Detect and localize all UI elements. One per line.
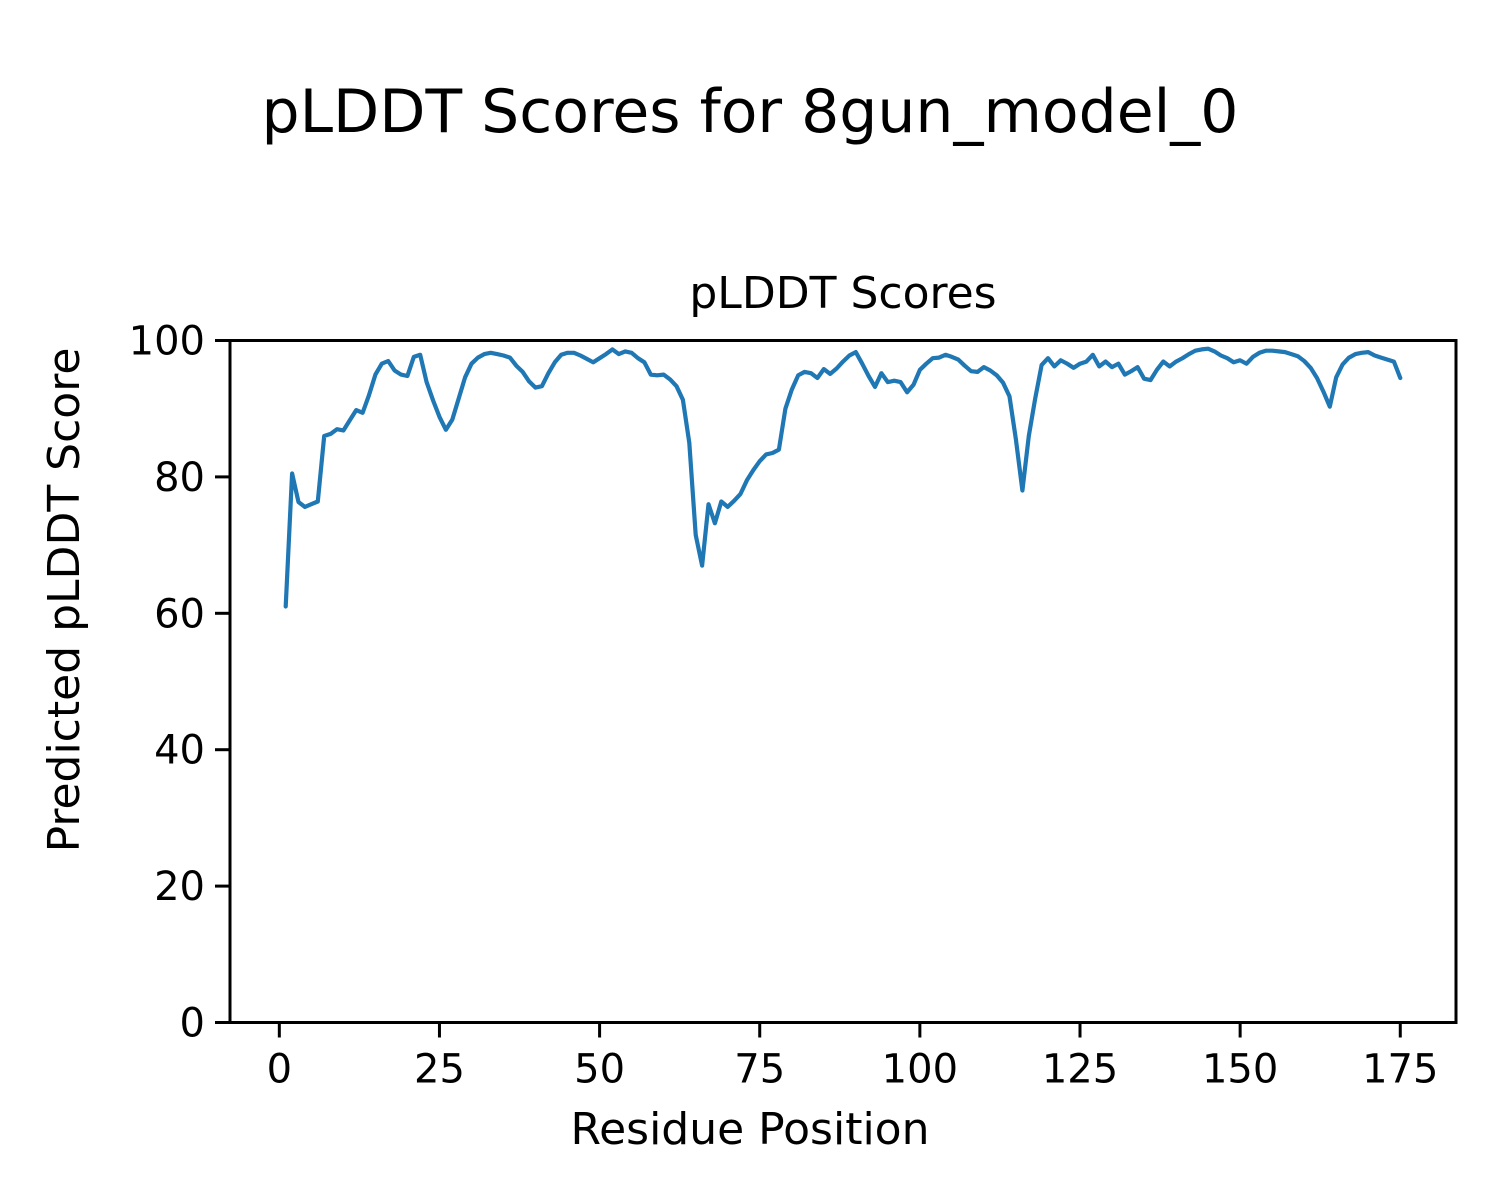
x-tick-label: 125 bbox=[1042, 1047, 1118, 1093]
x-tick-label: 175 bbox=[1362, 1047, 1438, 1093]
plddt-line bbox=[283, 346, 1403, 609]
figure-title: pLDDT Scores for 8gun_model_0 bbox=[261, 77, 1239, 147]
x-tick-label: 0 bbox=[267, 1047, 292, 1093]
x-tick-label: 150 bbox=[1202, 1047, 1278, 1093]
y-tick-label: 0 bbox=[180, 1001, 205, 1047]
y-tick-label: 100 bbox=[129, 319, 205, 365]
x-tick-label: 100 bbox=[882, 1047, 958, 1093]
y-axis-label: Predicted pLDDT Score bbox=[39, 347, 90, 853]
y-tick-label: 20 bbox=[154, 864, 205, 910]
x-tick-label: 50 bbox=[574, 1047, 625, 1093]
axis-tick-labels: 0 25 50 75 100 125 150 175 0 20 40 60 80 100 bbox=[129, 319, 1439, 1093]
axes-title: pLDDT Scores bbox=[689, 268, 997, 319]
x-axis-label: Residue Position bbox=[570, 1104, 930, 1155]
axes-spines bbox=[228, 339, 1458, 1024]
x-tick-label: 75 bbox=[734, 1047, 785, 1093]
y-tick-label: 80 bbox=[154, 455, 205, 501]
y-tick-label: 40 bbox=[154, 728, 205, 774]
x-tick-label: 25 bbox=[414, 1047, 465, 1093]
axis-ticks bbox=[215, 339, 1402, 1038]
y-tick-label: 60 bbox=[154, 591, 205, 637]
